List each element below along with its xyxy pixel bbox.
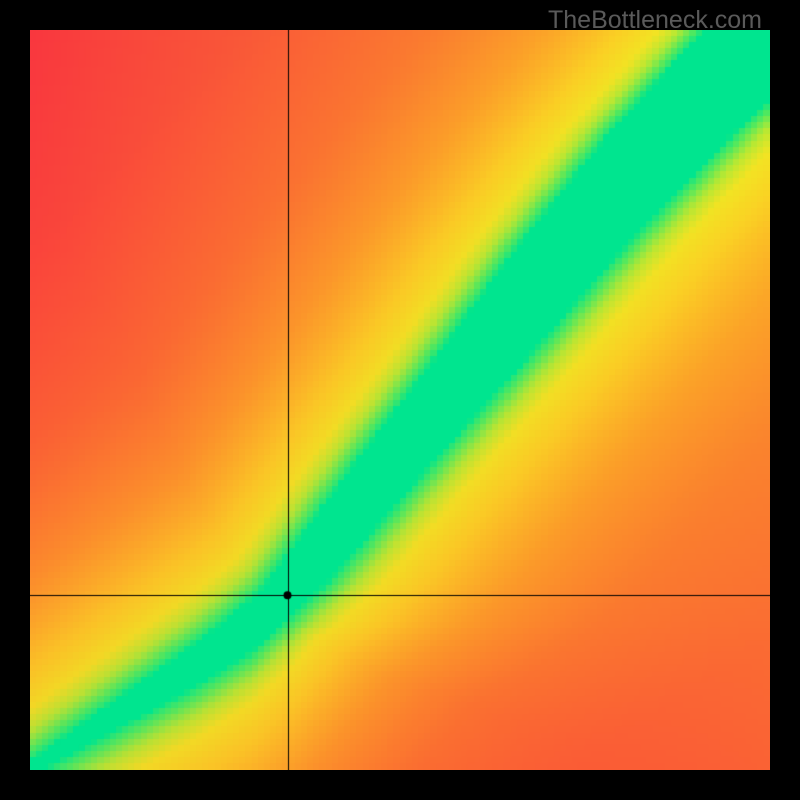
bottleneck-heatmap [30,30,770,770]
chart-frame: TheBottleneck.com [0,0,800,800]
watermark-text: TheBottleneck.com [548,6,762,35]
